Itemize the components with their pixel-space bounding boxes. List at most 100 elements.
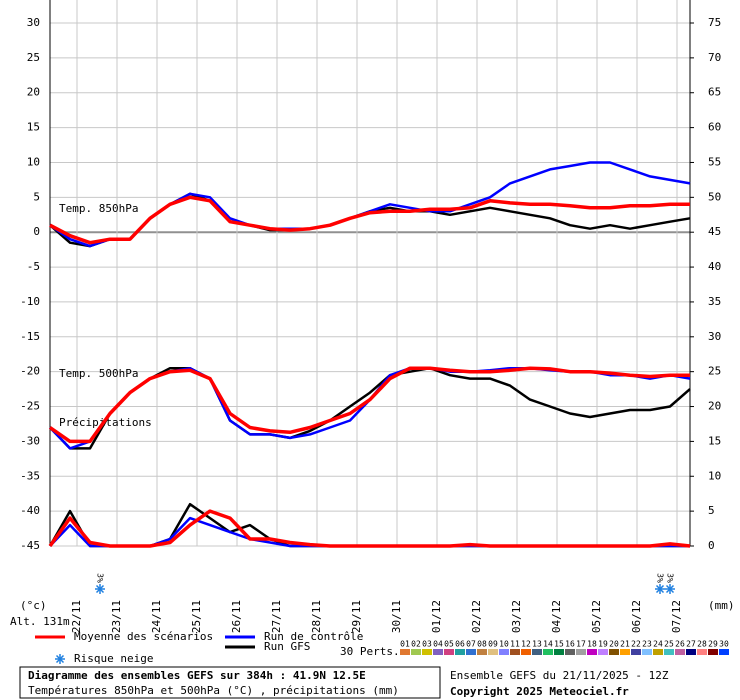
y-tick-label: 25 [27, 51, 40, 64]
perturbation-label: 04 [433, 640, 443, 649]
x-tick-label: 24/11 [150, 600, 163, 633]
perturbation-label: 20 [609, 640, 619, 649]
perturbation-swatch [576, 649, 586, 655]
y-tick-label: 0 [33, 225, 40, 238]
x-tick-label: 07/12 [670, 600, 683, 633]
snow-icon [55, 654, 65, 664]
perturbation-swatch [664, 649, 674, 655]
legend-label: Moyenne des scénarios [74, 630, 213, 643]
legend: Moyenne des scénarios Run de contrôle Ru… [35, 630, 400, 665]
perturbation-swatch [510, 649, 520, 655]
y2-tick-label: 70 [708, 51, 721, 64]
perturbation-swatch [587, 649, 597, 655]
x-tick-label: 05/12 [590, 600, 603, 633]
y-tick-label: -15 [20, 330, 40, 343]
snow-risk-label: 3% [96, 573, 105, 583]
y2-tick-label: 10 [708, 469, 721, 482]
perturbation-label: 19 [598, 640, 608, 649]
x-tick-label: 30/11 [390, 600, 403, 633]
perturbation-label: 15 [554, 640, 564, 649]
snow-icon [665, 584, 675, 594]
y2-tick-label: 55 [708, 155, 721, 168]
y-tick-label: 30 [27, 16, 40, 29]
x-tick-label: 26/11 [230, 600, 243, 633]
perturbation-label: 05 [444, 640, 454, 649]
y-tick-label: -5 [27, 260, 40, 273]
perturbation-label: 22 [631, 640, 641, 649]
perturbation-label: 02 [411, 640, 421, 649]
series-line [48, 509, 691, 548]
perturbation-label: 23 [642, 640, 652, 649]
y2-tick-label: 45 [708, 225, 721, 238]
y-unit: (°c) [20, 599, 47, 612]
legend-label: Run de contrôle [264, 630, 363, 643]
footer-box [19, 666, 441, 699]
y2-tick-label: 30 [708, 330, 721, 343]
y2-unit: (mm) [708, 599, 735, 612]
perturbation-label: 13 [532, 640, 542, 649]
perturbation-label: 21 [620, 640, 630, 649]
perturbation-swatch [598, 649, 608, 655]
y-tick-label: -30 [20, 434, 40, 447]
x-tick-label: 01/12 [430, 600, 443, 633]
x-tick-label: 06/12 [630, 600, 643, 633]
y2-tick-label: 40 [708, 260, 721, 273]
perturbation-label: 26 [675, 640, 685, 649]
perturbation-swatch [477, 649, 487, 655]
x-tick-label: 28/11 [310, 600, 323, 633]
perturbation-swatch [653, 649, 663, 655]
perturbation-swatch [686, 649, 696, 655]
perturbation-label: 18 [587, 640, 597, 649]
perturbation-swatch [499, 649, 509, 655]
perturbation-swatch [422, 649, 432, 655]
y-tick-label: 5 [33, 190, 40, 203]
y2-tick-label: 0 [708, 539, 715, 552]
perturbation-label: 25 [664, 640, 674, 649]
y-tick-label: -40 [20, 504, 40, 517]
y-tick-label: 15 [27, 121, 40, 134]
x-tick-label: 25/11 [190, 600, 203, 633]
y-tick-label: -35 [20, 469, 40, 482]
footer-title: Diagramme des ensembles GEFS sur 384h : … [28, 669, 366, 682]
perturbation-label: 30 [719, 640, 729, 649]
perturbation-label: 14 [543, 640, 553, 649]
perturbation-label: 27 [686, 640, 696, 649]
perturbation-label: 29 [708, 640, 718, 649]
y-tick-label: 10 [27, 155, 40, 168]
x-tick-label: 03/12 [510, 600, 523, 633]
x-tick-label: 04/12 [550, 600, 563, 633]
perturbation-swatch [521, 649, 531, 655]
y2-tick-label: 35 [708, 295, 721, 308]
x-tick-label: 27/11 [270, 600, 283, 633]
y2-tick-label: 50 [708, 190, 721, 203]
perturbation-swatch [565, 649, 575, 655]
perturbation-swatch [642, 649, 652, 655]
perturbation-swatch [631, 649, 641, 655]
perturbation-label: 09 [488, 640, 498, 649]
y2-tick-label: 15 [708, 434, 721, 447]
perturbation-swatch [543, 649, 553, 655]
x-tick-label: 22/11 [70, 600, 83, 633]
x-tick-label: 29/11 [350, 600, 363, 633]
perturbation-label: 11 [510, 640, 520, 649]
perturbation-swatch [697, 649, 707, 655]
perturbation-label: 16 [565, 640, 575, 649]
perturbation-label: 03 [422, 640, 432, 649]
perturbations-label: 30 Perts. [340, 645, 400, 658]
perturbation-swatch [719, 649, 729, 655]
perturbation-label: 17 [576, 640, 586, 649]
y-tick-label: -10 [20, 295, 40, 308]
annotation: Temp. 850hPa [59, 202, 138, 215]
perturbation-swatch [620, 649, 630, 655]
annotation: Temp. 500hPa [59, 367, 138, 380]
y2-tick-label: 5 [708, 504, 715, 517]
perturbation-label: 10 [499, 640, 509, 649]
snow-icon [95, 584, 105, 594]
y2-tick-label: 60 [708, 121, 721, 134]
snow-risk-label: 3% [656, 573, 665, 583]
legend-label: Run GFS [264, 640, 310, 653]
perturbation-label: 06 [455, 640, 465, 649]
series-line [49, 366, 690, 444]
perturbation-swatch [609, 649, 619, 655]
